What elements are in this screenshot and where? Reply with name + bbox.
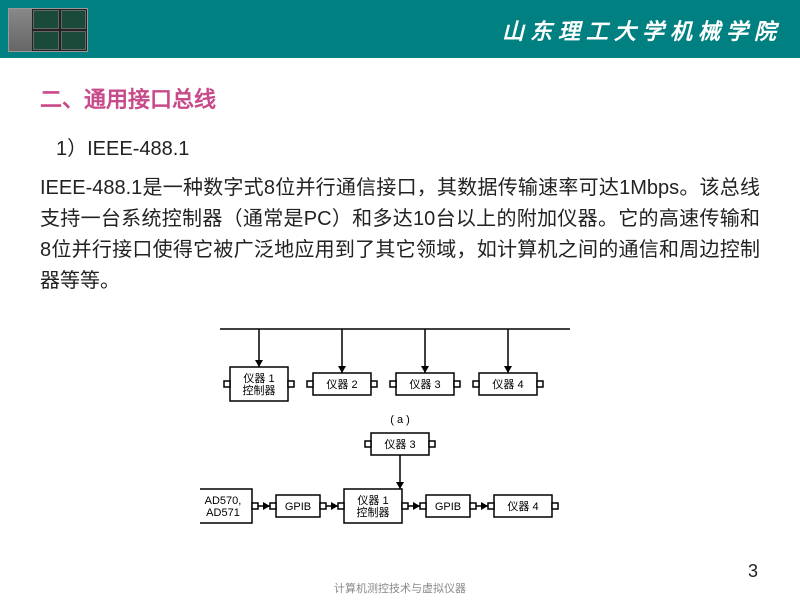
header-title: 山东理工大学机械学院 (502, 14, 782, 46)
header-bar: 山东理工大学机械学院 (0, 0, 800, 58)
bus-diagram: 仪器 1控制器仪器 2仪器 3仪器 4( a )仪器 3AD570,AD571G… (200, 321, 600, 546)
svg-text:GPIB: GPIB (435, 501, 461, 513)
content-area: 二、通用接口总线 1）IEEE-488.1 IEEE-488.1是一种数字式8位… (0, 58, 800, 546)
page-number: 3 (748, 561, 758, 582)
section-subtitle: 1）IEEE-488.1 (56, 132, 760, 161)
body-text: IEEE-488.1是一种数字式8位并行通信接口，其数据传输速率可达1Mbps。… (40, 173, 760, 297)
svg-text:控制器: 控制器 (357, 505, 390, 519)
svg-text:控制器: 控制器 (243, 383, 276, 397)
section-title: 二、通用接口总线 (40, 82, 760, 114)
svg-text:GPIB: GPIB (285, 501, 311, 513)
svg-text:仪器 4: 仪器 4 (507, 500, 538, 513)
svg-text:仪器 4: 仪器 4 (492, 378, 523, 391)
svg-text:仪器 3: 仪器 3 (409, 378, 440, 391)
logo-icon (8, 8, 88, 52)
svg-text:仪器 1: 仪器 1 (243, 372, 274, 385)
footer-text: 计算机测控技术与虚拟仪器 (334, 580, 466, 596)
svg-text:仪器 3: 仪器 3 (384, 438, 415, 451)
svg-text:( a ): ( a ) (390, 414, 410, 426)
svg-text:AD570,: AD570, (205, 495, 242, 507)
svg-text:仪器 1: 仪器 1 (357, 494, 388, 507)
slide: 山东理工大学机械学院 二、通用接口总线 1）IEEE-488.1 IEEE-48… (0, 0, 800, 600)
svg-text:仪器 2: 仪器 2 (326, 378, 357, 391)
svg-text:AD571: AD571 (206, 507, 240, 519)
